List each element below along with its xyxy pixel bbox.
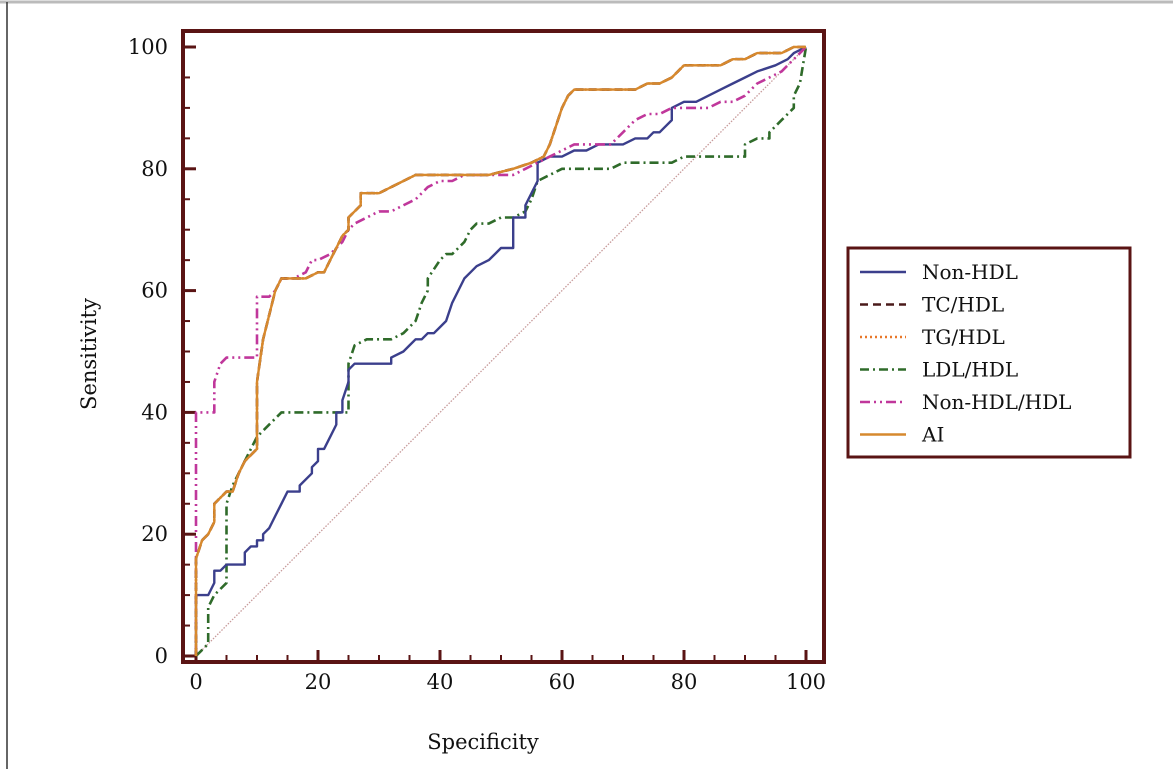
reference-line: [195, 46, 807, 657]
x-tick-label: 80: [671, 670, 698, 694]
y-tick-label: 0: [155, 644, 168, 668]
y-tick-label: 20: [141, 522, 168, 546]
series-line-ai: [194, 45, 806, 656]
legend-label: TC/HDL: [922, 293, 1004, 317]
x-tick-label: 60: [549, 670, 576, 694]
x-tick-label: 100: [786, 670, 826, 694]
legend: Non-HDL TC/HDL TG/HDL LDL/HDL Non-HDL/HDL AI: [846, 246, 1132, 459]
y-tick-label: 40: [141, 400, 168, 424]
axis-ticks: 0 20 40 60 80 100 0 20 40 60 80 100: [128, 35, 826, 694]
legend-label: Non-HDL: [922, 260, 1018, 284]
y-tick-label: 100: [128, 35, 168, 59]
legend-label: Non-HDL/HDL: [922, 390, 1071, 414]
y-tick-label: 60: [141, 279, 168, 303]
x-tick-label: 20: [305, 670, 332, 694]
legend-box: [846, 246, 1132, 459]
reference-diagonal: [195, 46, 807, 657]
series-layer: [194, 45, 808, 657]
legend-label: LDL/HDL: [922, 358, 1018, 382]
legend-label: AI: [921, 423, 944, 447]
y-axis-label: Sensitivity: [77, 298, 101, 410]
y-tick-label: 80: [141, 157, 168, 181]
plot-frame: [181, 29, 826, 664]
x-tick-label: 0: [189, 670, 202, 694]
legend-label: TG/HDL: [922, 325, 1005, 349]
x-tick-label: 40: [427, 670, 454, 694]
series-line-non-hdl: [194, 45, 807, 656]
series-line-non-hdl-hdl: [194, 46, 807, 656]
x-axis-label: Specificity: [427, 730, 539, 754]
